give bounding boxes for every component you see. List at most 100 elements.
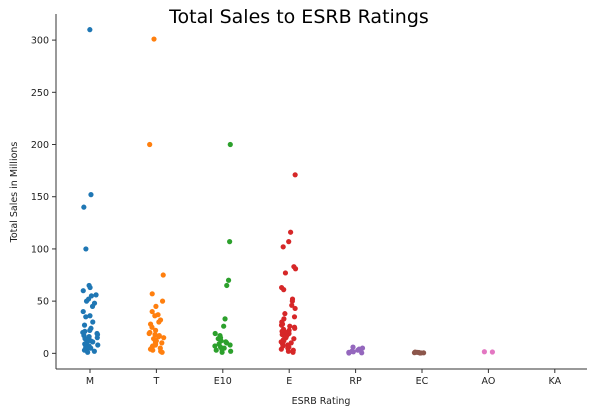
data-point [160,272,166,278]
data-point [149,324,155,330]
data-point [159,340,165,346]
chart-title: Total Sales to ESRB Ratings [169,6,429,28]
data-point [227,239,233,245]
x-tick-label: AO [481,376,495,387]
data-point [149,308,155,315]
data-point [88,192,94,198]
series-e10 [212,141,234,355]
y-tick-label: 150 [31,192,49,203]
data-point [87,284,93,291]
data-point [81,322,88,328]
data-point [489,349,495,355]
data-point [83,246,89,252]
data-point [481,349,487,355]
data-point [289,298,295,304]
series-t [146,36,167,355]
data-point [80,288,86,294]
data-point [287,323,293,329]
data-point [87,313,93,319]
series-ao [481,349,495,355]
data-point [81,204,87,210]
x-tick-label: E10 [214,376,232,387]
data-point [278,346,284,352]
data-point [292,305,298,312]
data-point [281,287,287,293]
data-point [411,350,418,356]
data-point [222,316,228,322]
y-tick-label: 200 [31,140,49,151]
data-point [224,282,230,289]
data-point [89,303,96,309]
data-point [291,336,297,342]
data-point [292,172,298,178]
series-ec [411,349,427,356]
data-point [292,266,299,272]
data-point [212,343,218,349]
data-point [282,270,289,276]
x-tick-label: T [152,376,159,387]
data-point [289,302,295,308]
data-point [227,141,233,148]
data-point [91,348,97,354]
data-point [87,27,93,33]
x-tick-label: E [286,376,292,387]
data-point [278,322,285,328]
data-point [221,323,227,329]
data-point [282,311,288,317]
data-point [417,350,423,356]
data-point [219,349,225,355]
series-e [278,172,299,355]
data-point [146,330,152,337]
data-point [156,334,162,340]
data-point [359,350,365,356]
data-point [152,313,158,319]
data-points [80,27,495,356]
data-point [355,347,361,353]
data-point [94,335,100,341]
axes: 0 50 100 150 200 250 300 M T E10 E RP EC AO KA [31,14,587,387]
data-point [213,347,219,353]
data-point [147,141,153,148]
data-point [151,36,157,42]
y-tick-label: 100 [31,244,49,255]
data-point [156,319,162,325]
data-point [292,325,298,331]
data-point [83,314,89,320]
y-tick-label: 50 [37,297,49,308]
y-tick-label: 0 [43,349,49,360]
x-tick-label: EC [416,376,429,387]
data-point [85,349,91,355]
data-point [159,349,165,355]
data-point [280,244,286,250]
data-point [227,342,233,348]
y-tick-label: 250 [31,88,49,99]
data-point [150,347,156,353]
data-point [228,348,234,354]
data-point [95,342,101,348]
series-m [80,27,101,355]
data-point [87,327,93,333]
data-point [90,339,96,345]
data-point [161,335,167,341]
data-point [346,350,352,356]
data-point [153,303,159,309]
data-point [290,349,296,355]
x-axis-label: ESRB Rating [292,396,351,407]
x-tick-label: KA [549,376,562,387]
data-point [291,314,298,320]
data-point [90,319,96,325]
data-point [350,349,356,355]
x-tick-label: M [86,376,94,387]
data-point [285,348,292,354]
y-axis-label: Total Sales in Millions [9,142,20,244]
x-tick-label: RP [349,376,362,387]
data-point [286,239,292,245]
data-point [225,277,232,283]
data-point [287,229,294,235]
data-point [149,291,155,297]
data-point [212,330,218,337]
data-point [159,298,166,304]
data-point [93,292,99,298]
series-rp [346,344,366,356]
